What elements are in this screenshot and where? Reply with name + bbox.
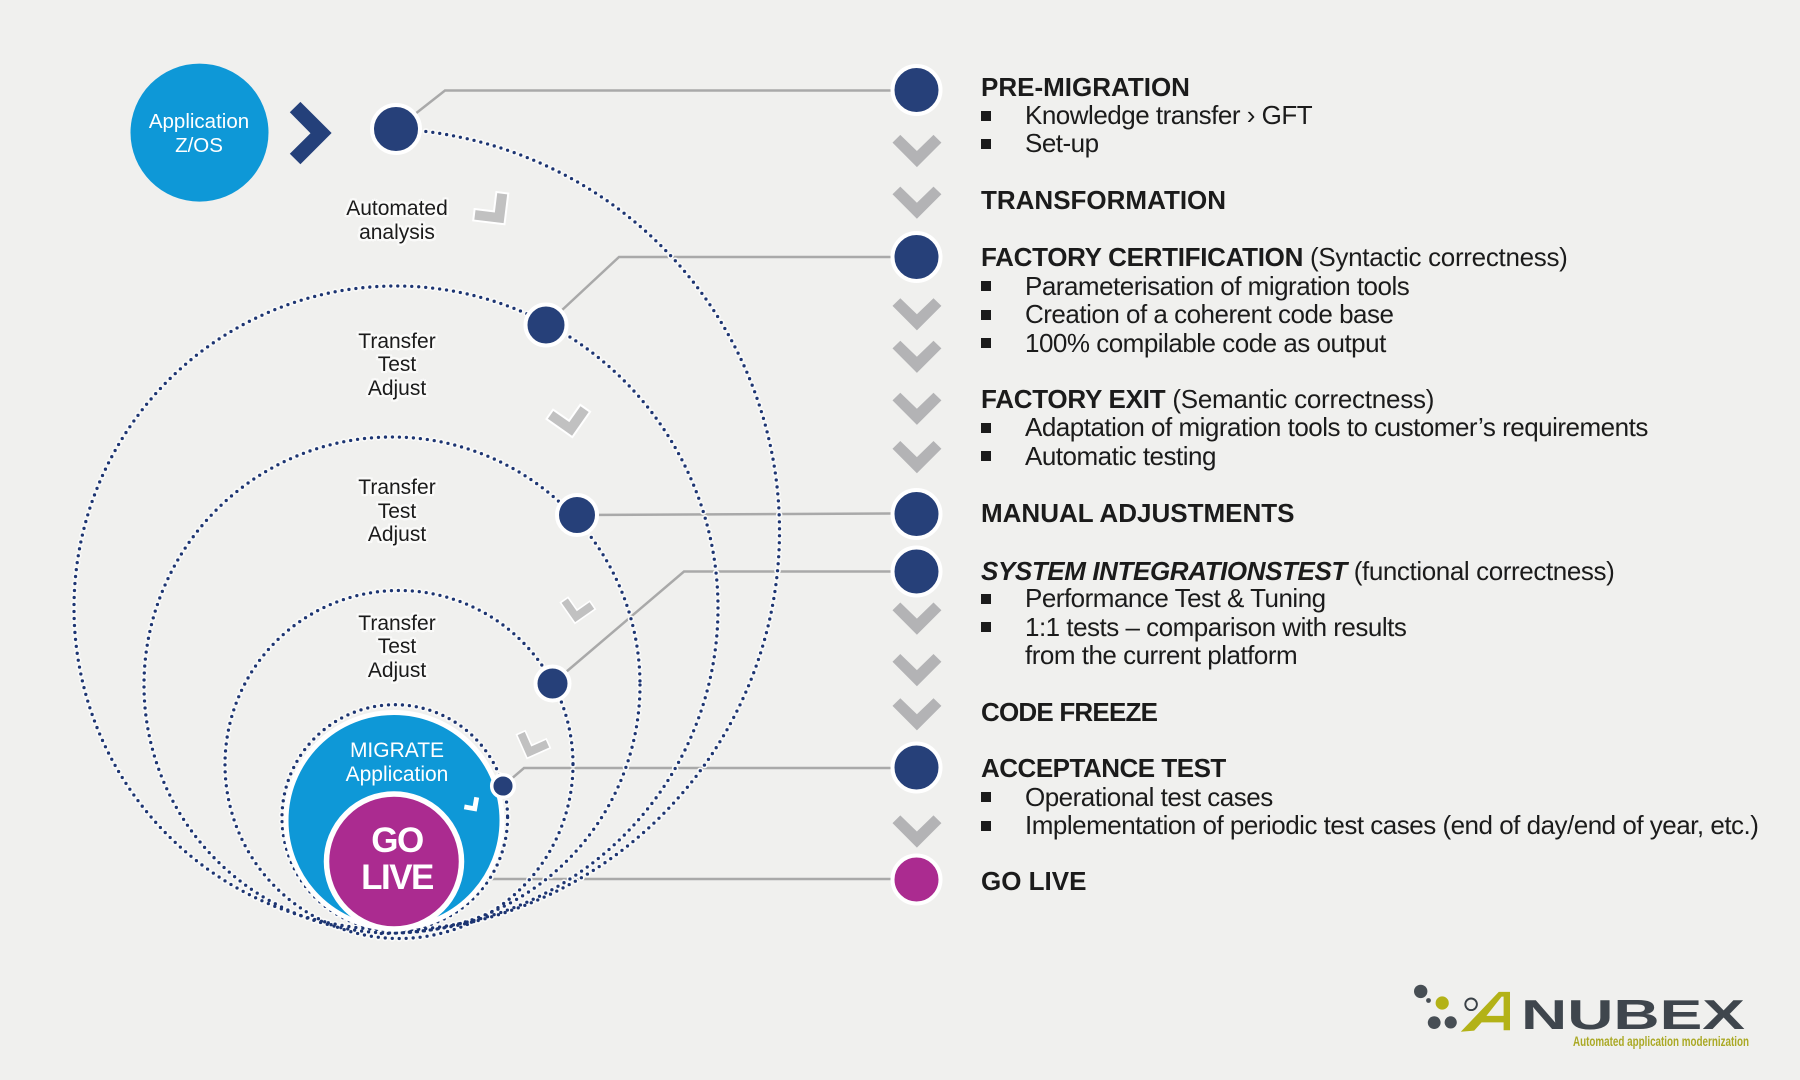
svg-text:NUBEX: NUBEX [1521, 991, 1745, 1038]
svg-text:Automated application moderniz: Automated application modernization [1573, 1034, 1749, 1049]
